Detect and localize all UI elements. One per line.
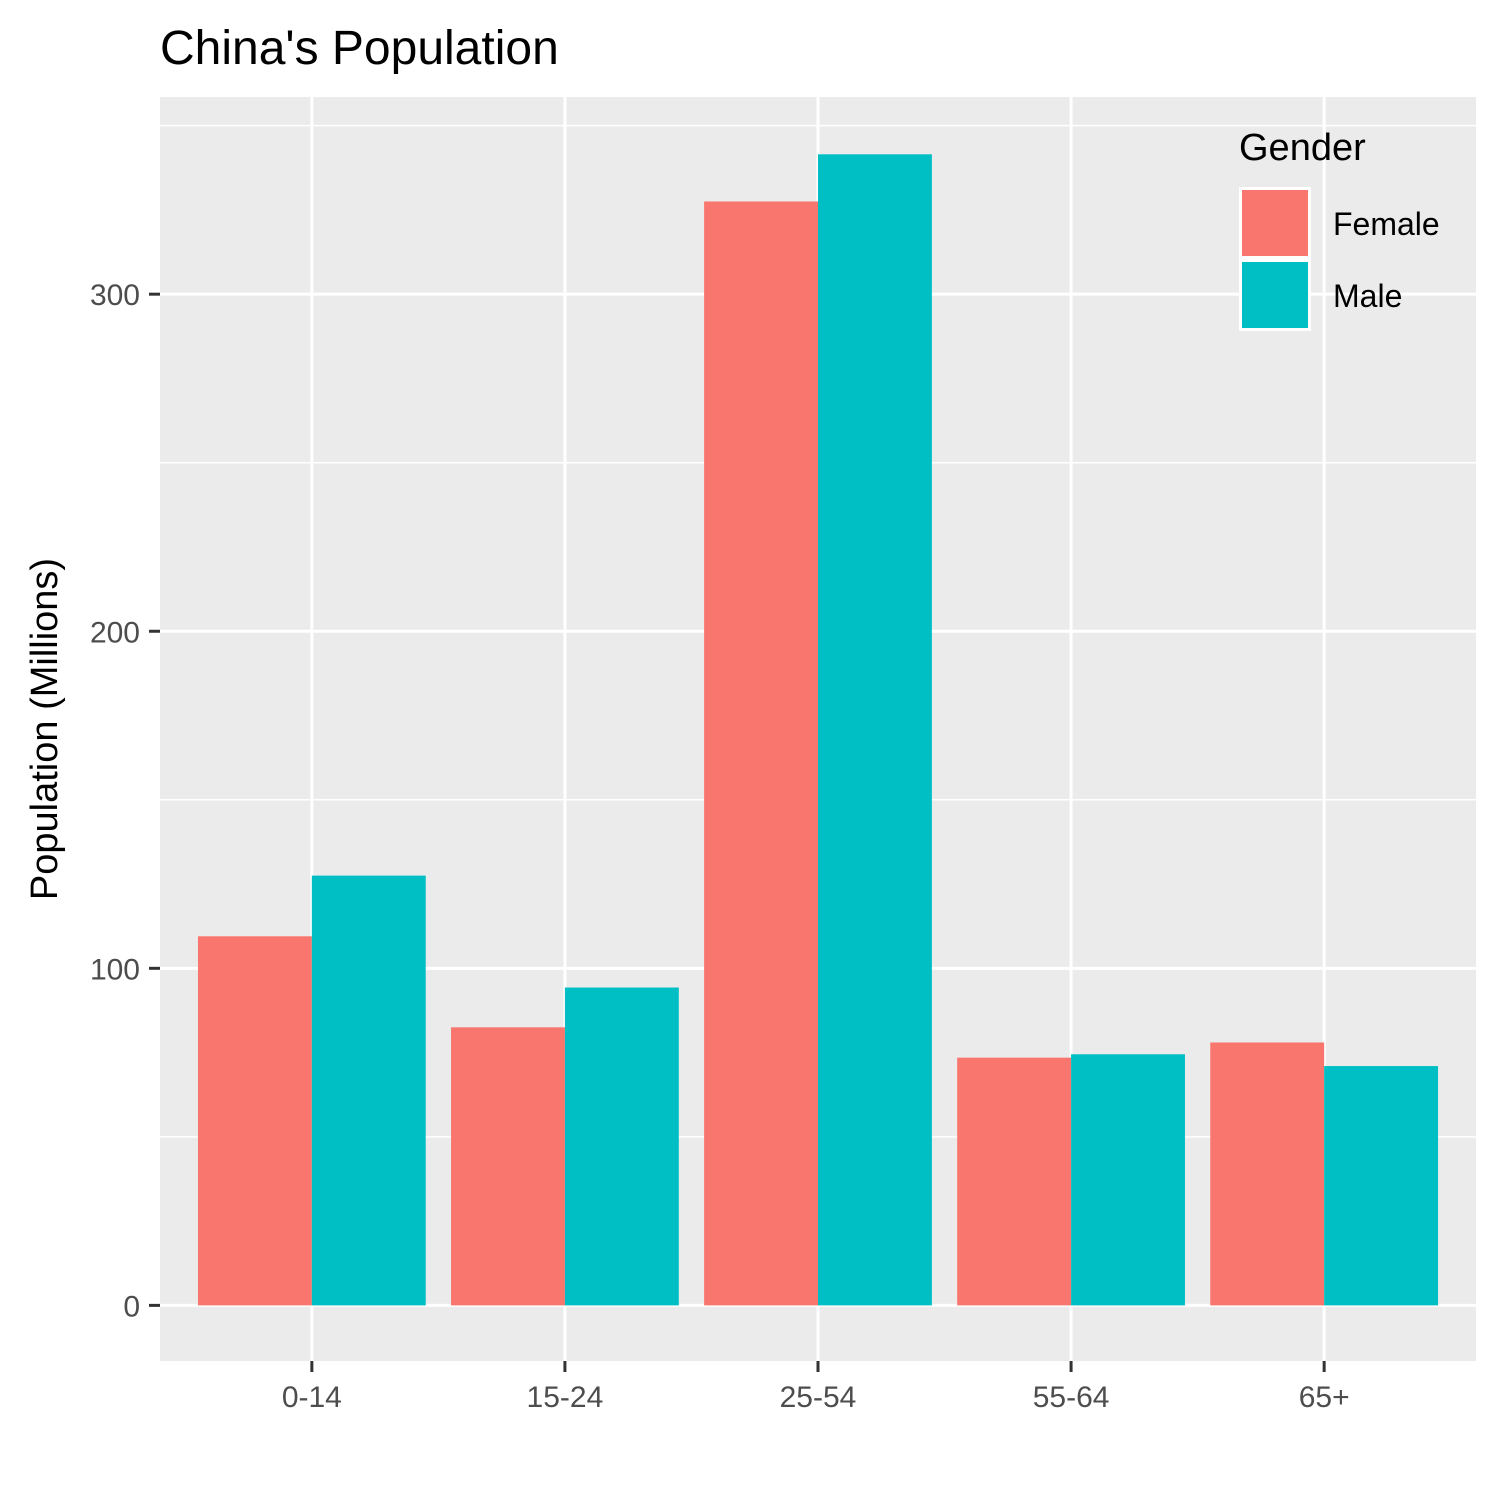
bar-male-55-64 [1071,1054,1185,1306]
bar-male-65+ [1324,1066,1439,1306]
legend-key-male [1242,262,1308,328]
legend-key-female [1242,190,1308,256]
bar-male-25-54 [818,154,932,1306]
bar-female-25-54 [704,201,818,1306]
bar-female-55-64 [957,1057,1072,1306]
x-tick-label: 55-64 [1033,1381,1110,1414]
y-tick-label: 300 [90,279,140,312]
bar-male-15-24 [564,987,679,1306]
legend: Gender Female Male [1239,127,1440,331]
y-axis-title: Population (Millions) [24,558,66,900]
y-tick-label: 100 [90,953,140,986]
bar-male-0-14 [311,875,426,1306]
legend-label-male: Male [1333,278,1402,314]
bar-female-65+ [1210,1042,1325,1306]
x-tick-label: 65+ [1299,1381,1350,1414]
bar-female-0-14 [197,936,312,1306]
y-axis: 0 100 200 300 [90,279,160,1323]
bar-female-15-24 [451,1027,565,1306]
x-tick-label: 25-54 [780,1381,857,1414]
x-tick-label: 0-14 [282,1381,342,1414]
y-tick-label: 0 [123,1290,140,1323]
y-tick-label: 200 [90,616,140,649]
x-tick-label: 15-24 [527,1381,604,1414]
bars [197,154,1439,1306]
legend-label-female: Female [1333,206,1440,242]
chart-title: China's Population [160,22,559,75]
x-axis: 0-14 15-24 25-54 55-64 65+ [282,1361,1350,1414]
legend-title: Gender [1239,127,1366,169]
